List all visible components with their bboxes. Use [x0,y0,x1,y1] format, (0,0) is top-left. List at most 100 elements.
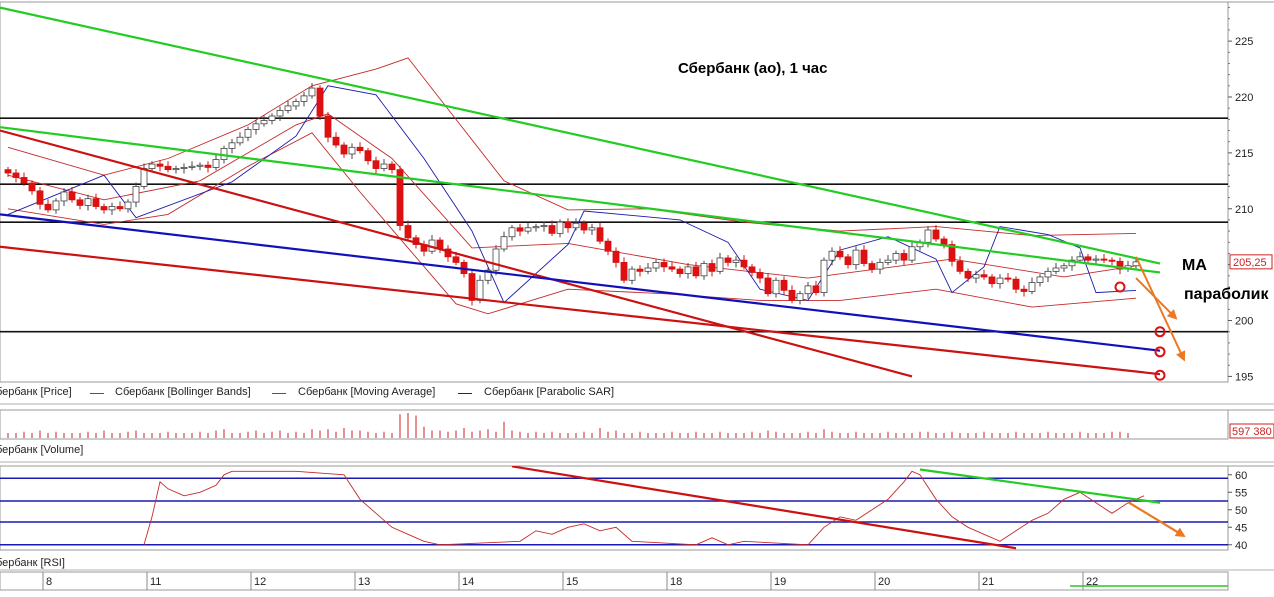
candle-down [68,191,76,201]
legend-moving-average: Сбербанк [Moving Average] [298,386,436,398]
candle [132,182,140,208]
candle-up [628,268,636,281]
date-label-22: 22 [1086,576,1098,588]
candle-up [652,262,660,269]
price-trend-line-4 [0,213,1161,352]
rsi-trend-line-2 [1127,501,1186,538]
legend-bollinger: Сбербанк [Bollinger Bands] [115,386,251,398]
candle [244,126,252,142]
candle-up [1044,270,1052,278]
candle-down [1100,258,1108,261]
candle-up [884,259,892,263]
projection-arrow-0 [1135,256,1186,362]
candle-down [692,266,700,277]
candle [988,274,996,288]
candle [868,260,876,274]
candle [260,115,268,127]
candle [68,186,76,203]
candle-down [28,182,36,192]
candle [764,273,772,297]
candle [12,169,20,183]
candle [468,269,476,306]
candle [172,165,180,174]
candle [1076,251,1084,263]
candle [1028,277,1036,295]
date-label-14: 14 [462,576,474,588]
candle [340,142,348,158]
candle-down [20,177,28,184]
candle [996,274,1004,289]
candle [292,98,300,110]
candle [908,241,916,263]
date-label-19: 19 [774,576,786,588]
candle [404,220,412,241]
candle-down [396,169,404,226]
candle [356,142,364,154]
candle-up [732,259,740,263]
candle-down [844,256,852,266]
candle [228,138,236,154]
candle [820,257,828,297]
marker-circle-3 [1154,369,1166,381]
candle [492,245,500,276]
candle-up [1036,276,1044,283]
candle-down [324,115,332,138]
candle [124,199,132,213]
candle-up [1028,282,1036,292]
candle-down [620,262,628,281]
price-trend-line-0 [0,6,1161,265]
candle [772,277,780,298]
candle-up [260,120,268,125]
candle [380,159,388,172]
candle [332,132,340,148]
candle-up [924,229,932,243]
candle [540,221,548,232]
candle-up [828,250,836,261]
candle-up [556,221,564,234]
candle-up [228,142,236,149]
rsi-ytick-label-50: 50 [1235,505,1247,517]
candle [1044,267,1052,282]
candle-down [660,262,668,268]
candle [252,119,260,135]
candle-up [908,246,916,261]
candle [596,222,604,244]
candle-down [1004,277,1012,280]
legend-price: Сбербанк [Price] [0,386,72,398]
candle-up [644,267,652,272]
candle-down [332,136,340,146]
candle [212,154,220,171]
candle [956,256,964,275]
candle-up [252,123,260,130]
candle-down [340,144,348,155]
candle [100,203,108,214]
legend-swatch-ma [272,393,286,394]
candle-up [172,168,180,171]
candle [500,231,508,252]
candle [932,224,940,242]
projection-arrow-1 [1135,277,1178,320]
candle-down [956,260,964,272]
candle [876,258,884,275]
price-ytick-label-220: 220 [1235,92,1253,104]
candle-down [356,146,364,152]
candle [52,198,60,214]
candle-down [364,150,372,162]
candle [556,219,564,238]
candle-down [764,277,772,295]
rsi-plot [0,466,1228,550]
candle-up [852,249,860,266]
candle-up [572,222,580,229]
candle-down [900,253,908,261]
candle [1052,262,1060,275]
candle-up [532,226,540,229]
candle [636,265,644,277]
candle-up [1068,259,1076,267]
candle-up [684,266,692,274]
candle-down [92,198,100,207]
candle-up [60,191,68,202]
candle [812,280,820,296]
price-ytick-label-210: 210 [1235,204,1253,216]
candle [580,220,588,234]
